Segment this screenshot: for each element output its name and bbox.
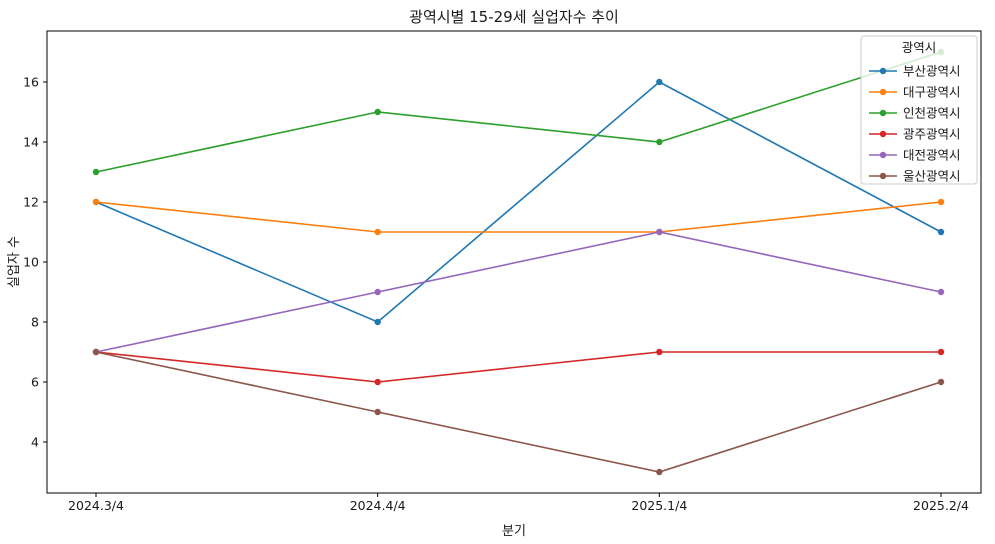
legend-label-daejeon: 대전광역시 <box>903 148 961 163</box>
legend-marker-gwangju <box>879 130 887 138</box>
series-marker-daejeon <box>374 288 381 296</box>
legend-box <box>860 35 978 185</box>
series-marker-incheon <box>374 108 381 116</box>
series-marker-daegu <box>937 198 945 206</box>
legend-label-incheon: 인천광역시 <box>903 106 961 121</box>
series-line-gwangju <box>95 351 941 383</box>
y-tick-label: 16 <box>23 75 39 90</box>
y-axis-label: 실업자 수 <box>7 236 22 288</box>
plot-frame <box>46 30 982 494</box>
series-marker-busan <box>937 228 945 236</box>
legend-label-gwangju: 광주광역시 <box>903 127 961 142</box>
series-marker-daejeon <box>656 228 663 236</box>
series-marker-ulsan <box>92 348 100 356</box>
series-layer <box>92 48 945 476</box>
legend-title: 광역시 <box>902 40 937 55</box>
series-marker-busan <box>656 78 663 86</box>
y-tick-label: 12 <box>23 195 39 210</box>
y-tick-label: 6 <box>31 375 39 390</box>
chart-title: 광역시별 15-29세 실업자수 추이 <box>409 8 619 26</box>
legend-marker-incheon <box>879 109 887 117</box>
x-tick-label: 2024.3/4 <box>68 498 124 513</box>
y-tick-label: 4 <box>31 435 39 450</box>
y-tick-label: 14 <box>23 135 39 150</box>
series-marker-incheon <box>656 138 663 146</box>
legend-marker-daegu <box>879 88 887 96</box>
series-marker-ulsan <box>937 378 945 386</box>
series-marker-daegu <box>92 198 100 206</box>
axes-layer: 4 6 8 10 12 14 16 2024.3/4 2024.4/4 2025.1/4 2025.… <box>23 30 982 513</box>
legend-marker-busan <box>879 67 887 75</box>
legend-marker-ulsan <box>879 172 887 180</box>
series-line-busan <box>95 81 942 323</box>
series-line-incheon <box>95 51 942 173</box>
series-marker-ulsan <box>374 408 381 416</box>
series-line-daejeon <box>95 231 942 353</box>
y-tick-label: 8 <box>31 315 39 330</box>
x-tick-label: 2025.1/4 <box>631 498 687 513</box>
series-marker-busan <box>374 318 381 326</box>
x-tick-label: 2025.2/4 <box>913 498 969 513</box>
series-marker-incheon <box>92 168 100 176</box>
series-marker-ulsan <box>656 468 663 476</box>
y-tick-label: 10 <box>23 255 39 270</box>
series-line-daegu <box>95 201 942 233</box>
series-line-ulsan <box>95 351 942 473</box>
legend-label-daegu: 대구광역시 <box>903 85 961 100</box>
legend-label-ulsan: 울산광역시 <box>903 169 961 184</box>
series-marker-daejeon <box>937 288 945 296</box>
x-tick-label: 2024.4/4 <box>350 498 406 513</box>
legend-marker-daejeon <box>879 151 887 159</box>
legend-label-busan: 부산광역시 <box>903 64 961 79</box>
series-marker-gwangju <box>937 348 945 356</box>
series-marker-gwangju <box>656 348 663 356</box>
series-marker-daegu <box>374 228 381 236</box>
series-marker-gwangju <box>374 378 381 386</box>
x-axis-label: 분기 <box>502 524 526 539</box>
